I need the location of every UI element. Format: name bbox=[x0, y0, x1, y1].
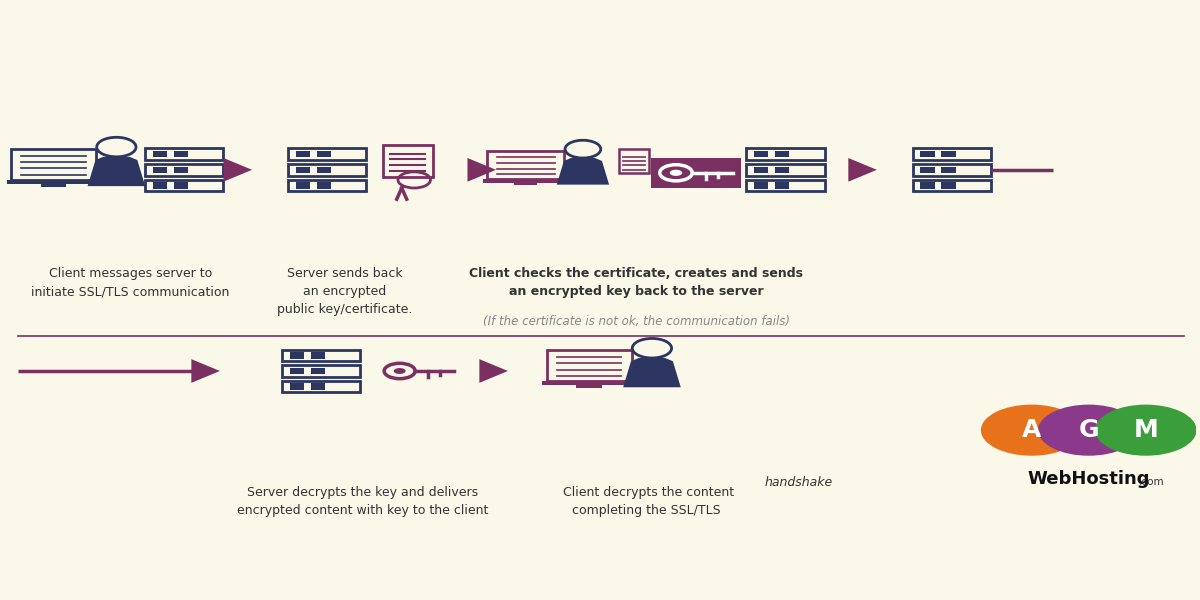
Text: M: M bbox=[1134, 418, 1158, 442]
Bar bbox=[775, 151, 790, 157]
Bar bbox=[311, 352, 325, 359]
Bar bbox=[7, 180, 101, 184]
Polygon shape bbox=[223, 158, 252, 182]
Polygon shape bbox=[479, 359, 508, 383]
Text: handshake: handshake bbox=[766, 476, 833, 489]
Text: G: G bbox=[1079, 418, 1099, 442]
FancyBboxPatch shape bbox=[650, 158, 740, 188]
Circle shape bbox=[394, 368, 406, 374]
Bar bbox=[311, 368, 325, 374]
Bar bbox=[289, 383, 304, 390]
Bar bbox=[174, 151, 188, 157]
Bar bbox=[775, 182, 790, 189]
Bar bbox=[941, 182, 955, 189]
Polygon shape bbox=[88, 157, 145, 186]
Bar bbox=[174, 167, 188, 173]
Bar bbox=[295, 167, 310, 173]
Circle shape bbox=[982, 406, 1081, 455]
Bar bbox=[289, 368, 304, 374]
Text: Client decrypts the content
completing the SSL/TLS: Client decrypts the content completing t… bbox=[563, 487, 734, 517]
Bar bbox=[754, 182, 768, 189]
Polygon shape bbox=[191, 359, 220, 383]
Text: WebHosting: WebHosting bbox=[1027, 470, 1150, 488]
Bar bbox=[754, 151, 768, 157]
Bar bbox=[754, 167, 768, 173]
Polygon shape bbox=[468, 158, 496, 182]
Circle shape bbox=[670, 170, 683, 176]
Bar bbox=[289, 352, 304, 359]
Text: Server sends back
an encrypted
public key/certificate.: Server sends back an encrypted public ke… bbox=[277, 268, 413, 316]
Bar bbox=[775, 167, 790, 173]
Text: A: A bbox=[1022, 418, 1042, 442]
Text: .com: .com bbox=[1139, 477, 1165, 487]
Bar bbox=[311, 383, 325, 390]
Bar bbox=[941, 167, 955, 173]
Bar bbox=[41, 184, 66, 187]
Bar bbox=[920, 167, 935, 173]
Bar bbox=[484, 179, 569, 183]
Circle shape bbox=[1096, 406, 1196, 455]
Text: (If the certificate is not ok, the communication fails): (If the certificate is not ok, the commu… bbox=[482, 315, 790, 328]
Polygon shape bbox=[623, 358, 680, 387]
Bar bbox=[317, 167, 331, 173]
Bar bbox=[152, 182, 167, 189]
Bar bbox=[317, 182, 331, 189]
Polygon shape bbox=[557, 158, 610, 185]
Bar bbox=[941, 151, 955, 157]
Bar bbox=[542, 382, 636, 385]
Bar bbox=[152, 151, 167, 157]
Text: Client checks the certificate, creates and sends
an encrypted key back to the se: Client checks the certificate, creates a… bbox=[469, 268, 804, 298]
Bar bbox=[295, 151, 310, 157]
Bar bbox=[295, 182, 310, 189]
Bar bbox=[920, 151, 935, 157]
Text: Server decrypts the key and delivers
encrypted content with key to the client: Server decrypts the key and delivers enc… bbox=[238, 487, 488, 517]
Circle shape bbox=[1039, 406, 1139, 455]
Bar bbox=[152, 167, 167, 173]
Text: Client messages server to
initiate SSL/TLS communication: Client messages server to initiate SSL/T… bbox=[31, 268, 230, 298]
Polygon shape bbox=[848, 158, 877, 182]
Bar bbox=[514, 183, 538, 185]
Bar bbox=[576, 385, 602, 388]
Bar bbox=[174, 182, 188, 189]
Bar bbox=[317, 151, 331, 157]
Bar bbox=[920, 182, 935, 189]
